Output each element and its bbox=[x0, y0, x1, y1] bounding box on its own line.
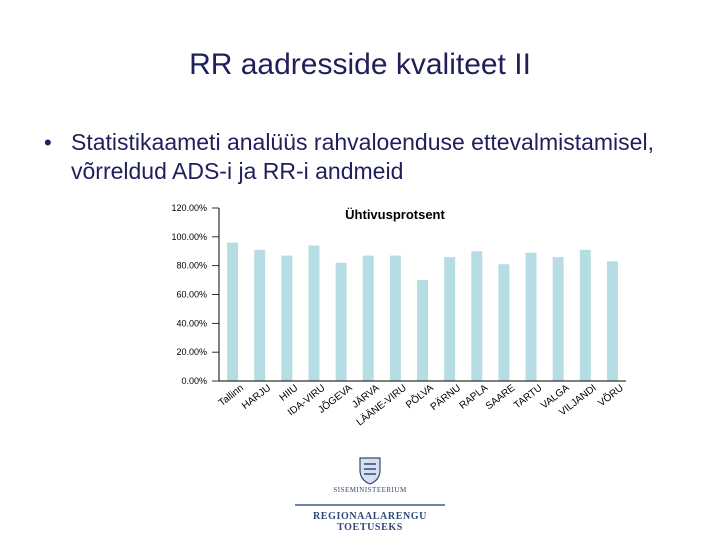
bar bbox=[362, 255, 374, 381]
program-name: REGIONAALARENGU TOETUSEKS bbox=[312, 511, 427, 533]
bar bbox=[281, 255, 293, 381]
x-tick-label: PÄRNU bbox=[428, 382, 463, 413]
bar bbox=[335, 262, 347, 381]
x-tick-label: HARJU bbox=[240, 383, 273, 412]
y-tick-label: 60.00% bbox=[176, 290, 207, 300]
y-tick-label: 40.00% bbox=[176, 318, 207, 328]
chart-title: Ühtivusprotsent bbox=[345, 207, 445, 222]
bullet-dot-icon: • bbox=[44, 130, 52, 155]
x-tick-label: TARTU bbox=[512, 383, 544, 412]
ministry-name: SISEMINISTEERIUM bbox=[333, 486, 407, 494]
coat-of-arms-icon bbox=[359, 457, 381, 485]
y-tick-label: 20.00% bbox=[176, 347, 207, 357]
bar bbox=[444, 257, 456, 381]
bar bbox=[552, 257, 564, 381]
bar bbox=[471, 251, 483, 381]
x-tick-label: VÕRU bbox=[595, 381, 626, 409]
x-tick-label: SAARE bbox=[484, 382, 518, 412]
bar bbox=[525, 252, 537, 381]
bar bbox=[579, 249, 591, 381]
y-tick-label: 80.00% bbox=[176, 261, 207, 271]
bar bbox=[606, 261, 618, 381]
logo-divider bbox=[295, 504, 445, 506]
bar bbox=[254, 249, 266, 381]
bar bbox=[308, 245, 320, 381]
y-tick-label: 0.00% bbox=[181, 376, 207, 386]
ministry-logo: SISEMINISTEERIUM REGIONAALARENGU TOETUSE… bbox=[290, 455, 450, 533]
y-tick-label: 100.00% bbox=[171, 232, 207, 242]
bar bbox=[417, 280, 428, 381]
bullet-text: Statistikaameti analüüs rahvaloenduse et… bbox=[71, 129, 654, 184]
slide-title: RR aadresside kvaliteet II bbox=[189, 48, 531, 81]
y-tick-label: 120.00% bbox=[171, 203, 207, 213]
bar bbox=[498, 264, 510, 381]
bar bbox=[389, 255, 401, 381]
bar bbox=[227, 242, 239, 381]
